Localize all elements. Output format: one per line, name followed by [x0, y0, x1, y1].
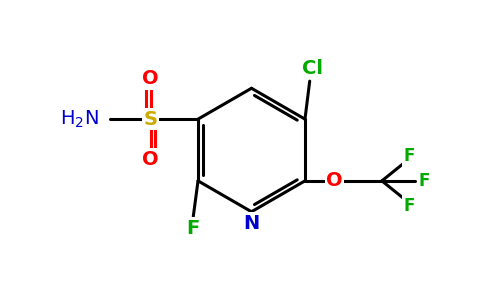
Text: O: O: [142, 69, 159, 88]
Text: O: O: [142, 150, 159, 169]
Text: O: O: [326, 171, 343, 190]
Text: F: F: [404, 147, 415, 165]
Text: Cl: Cl: [302, 59, 323, 78]
Text: S: S: [144, 110, 157, 129]
Text: N: N: [243, 214, 259, 232]
Text: F: F: [187, 219, 200, 238]
Text: $\mathrm{H_2N}$: $\mathrm{H_2N}$: [60, 109, 98, 130]
Text: F: F: [418, 172, 429, 190]
Text: F: F: [404, 196, 415, 214]
